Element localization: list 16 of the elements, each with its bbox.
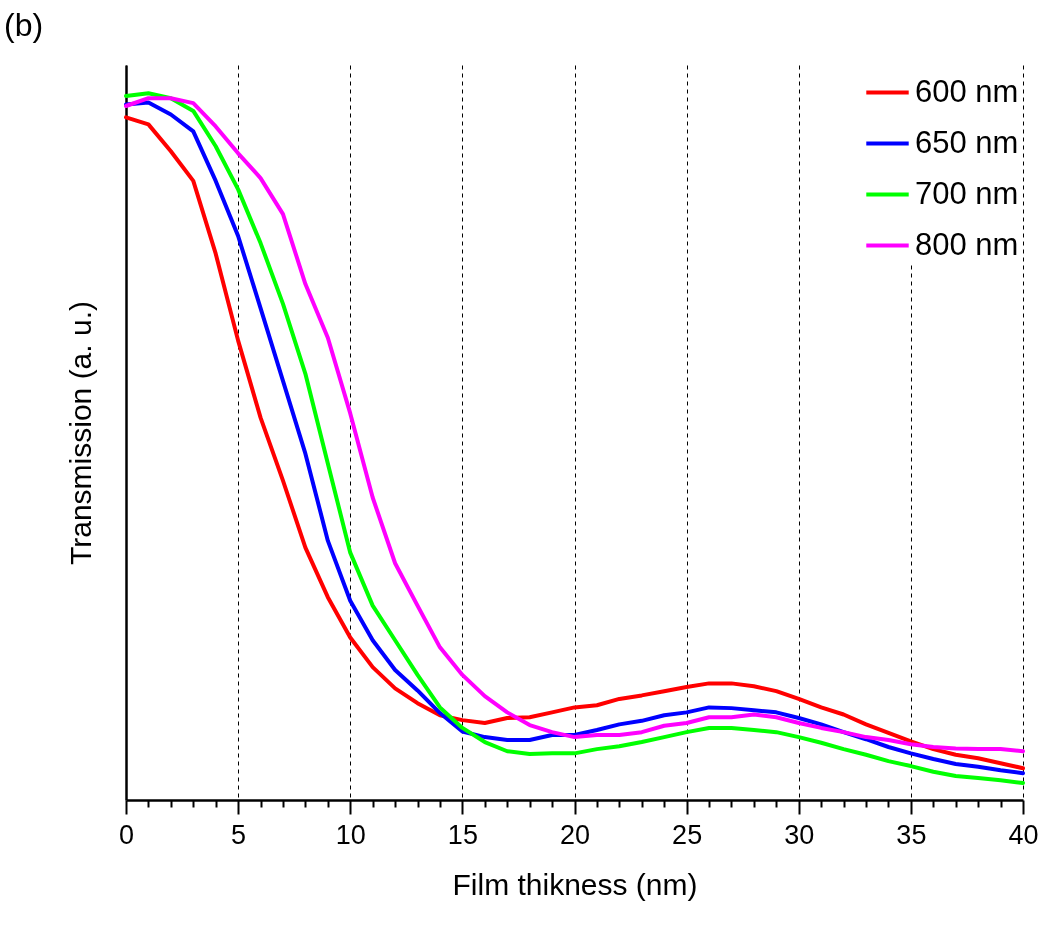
x-tick-label: 5: [231, 819, 247, 850]
legend-label: 700 nm: [915, 175, 1019, 211]
legend-label: 800 nm: [915, 226, 1019, 262]
x-tick-label: 25: [672, 819, 703, 850]
x-tick-label: 20: [559, 819, 591, 850]
x-tick-label: 15: [447, 819, 478, 850]
x-tick-label: 10: [335, 819, 366, 850]
legend-label: 600 nm: [915, 73, 1019, 109]
x-tick-label: 40: [1008, 819, 1039, 850]
x-axis-title: Film thikness (nm): [452, 867, 698, 901]
chart-title: (b): [4, 7, 44, 43]
x-tick-label: 35: [896, 819, 927, 850]
x-tick-label: 0: [118, 819, 135, 850]
legend-label: 650 nm: [915, 124, 1019, 160]
y-axis-title: Transmission (a. u.): [63, 301, 97, 565]
x-tick-label: 30: [784, 819, 815, 850]
